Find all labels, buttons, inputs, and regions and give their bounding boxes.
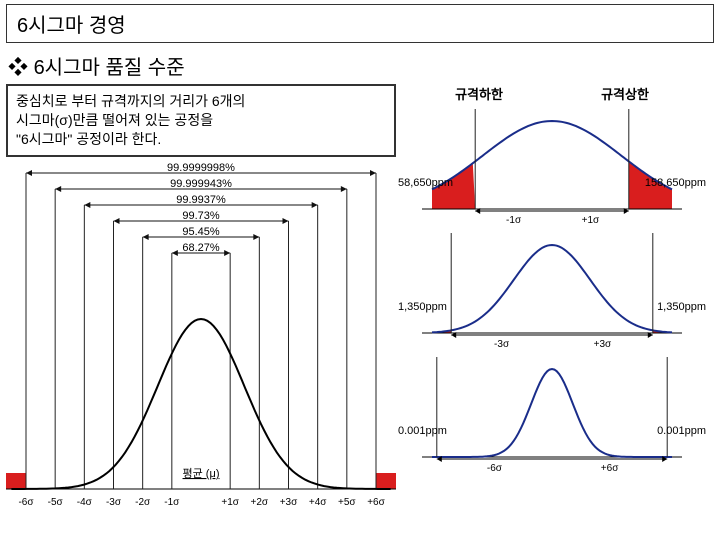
definition-text: 중심치로 부터 규격까지의 거리가 6개의시그마(σ)만큼 떨어져 있는 공정을…	[16, 93, 245, 147]
pct-label: 99.73%	[182, 210, 220, 222]
tick-left: -2σ	[135, 497, 151, 508]
ppm-left: 1,350ppm	[398, 301, 447, 313]
pct-label: 68.27%	[182, 242, 220, 254]
pct-label: 99.9999998%	[167, 162, 235, 174]
ppm-right: 1,350ppm	[657, 301, 706, 313]
sigma-right: +3σ	[594, 339, 612, 350]
ppm-left: 0.001ppm	[398, 425, 447, 437]
pct-label: 99.999943%	[170, 178, 232, 190]
sigma-right: +6σ	[601, 463, 619, 474]
pct-label: 99.9937%	[176, 194, 226, 206]
content-area: 중심치로 부터 규격까지의 거리가 6개의시그마(σ)만큼 떨어져 있는 공정을…	[0, 84, 720, 519]
ppm-right: 158,650ppm	[645, 177, 706, 189]
tick-right: +1σ	[221, 497, 239, 508]
subtitle-text: 6시그마 품질 수준	[34, 57, 185, 79]
mini-chart-3: -6σ +6σ 0.001ppm 0.001ppm	[402, 357, 702, 475]
axis-label: 평균 (μ)	[183, 467, 220, 480]
tick-left: -1σ	[164, 497, 180, 508]
ppm-left: 58,650ppm	[398, 177, 453, 189]
page-title: 6시그마 경영	[6, 4, 714, 43]
sigma-left: -3σ	[494, 339, 510, 350]
ppm-right: 0.001ppm	[657, 425, 706, 437]
sigma-left: -6σ	[487, 463, 503, 474]
tick-left: -4σ	[77, 497, 93, 508]
title-text: 6시그마 경영	[17, 15, 126, 37]
tick-right: +5σ	[338, 497, 356, 508]
subtitle-row: ❖ 6시그마 품질 수준	[0, 45, 720, 84]
pct-label: 95.45%	[182, 226, 220, 238]
sigma-left: -1σ	[506, 215, 522, 226]
sigma-right: +1σ	[582, 215, 600, 226]
definition-box: 중심치로 부터 규격까지의 거리가 6개의시그마(σ)만큼 떨어져 있는 공정을…	[6, 84, 396, 157]
main-bell-chart: 99.9999998% 99.999943% 99.9937% 99.73% 95.45…	[6, 159, 396, 519]
mini-chart-2: -3σ +3σ 1,350ppm 1,350ppm	[402, 233, 702, 351]
subtitle-bullet: ❖	[8, 57, 34, 79]
tick-left: -3σ	[106, 497, 122, 508]
tick-right: +2σ	[251, 497, 269, 508]
right-pane: 규격하한 규격상한 -1σ +1σ 58,650ppm 158,650ppm	[402, 84, 702, 519]
tick-right: +6σ	[367, 497, 385, 508]
left-pane: 중심치로 부터 규격까지의 거리가 6개의시그마(σ)만큼 떨어져 있는 공정을…	[6, 84, 396, 519]
tick-left: -6σ	[18, 497, 34, 508]
tick-right: +3σ	[280, 497, 298, 508]
usl-label: 규격상한	[601, 84, 649, 103]
lsl-label: 규격하한	[455, 84, 503, 103]
tick-left: -5σ	[48, 497, 64, 508]
spec-headers: 규격하한 규격상한	[402, 84, 702, 103]
tick-right: +4σ	[309, 497, 327, 508]
mini-chart-1: -1σ +1σ 58,650ppm 158,650ppm	[402, 109, 702, 227]
